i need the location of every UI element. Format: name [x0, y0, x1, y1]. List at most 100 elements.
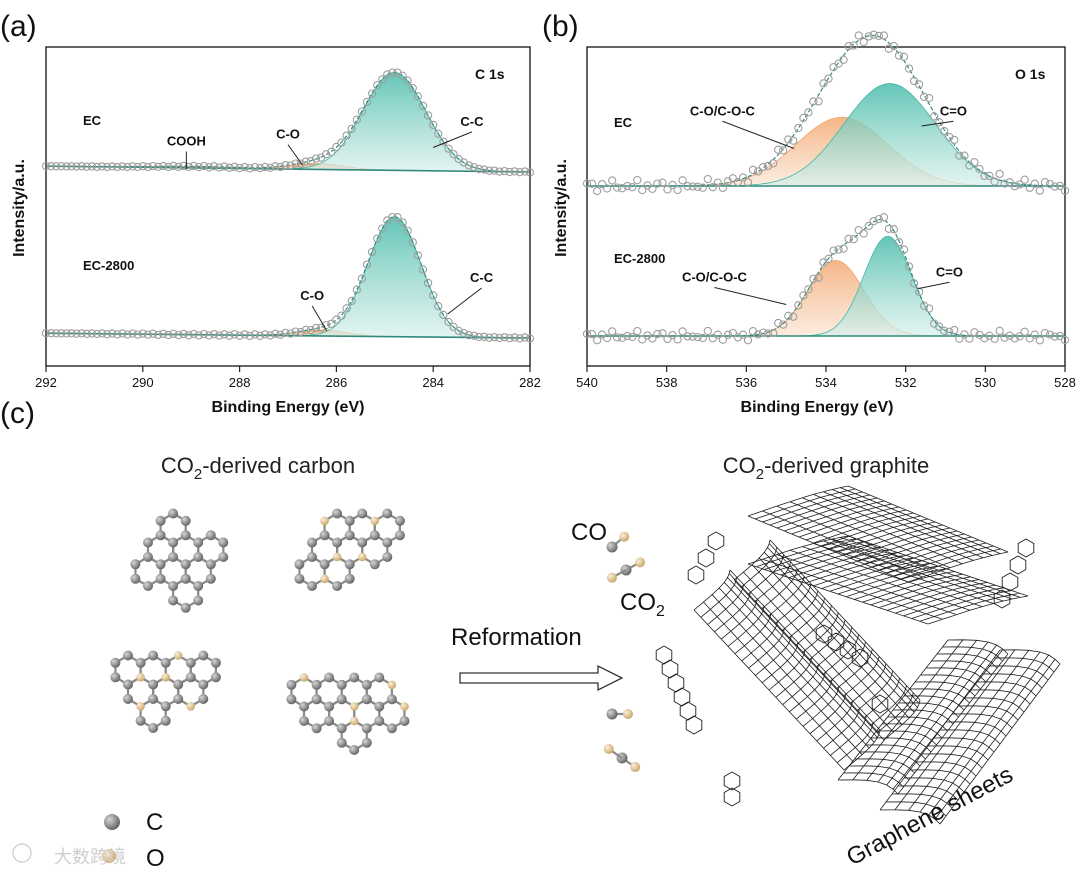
carbon-atom [311, 694, 322, 705]
data-point [311, 154, 321, 163]
data-point [245, 331, 254, 341]
data-point [809, 97, 818, 106]
data-point [799, 291, 808, 300]
data-point [235, 163, 244, 173]
x-tick-label: 540 [576, 375, 598, 390]
data-point [209, 330, 219, 339]
data-point [824, 74, 833, 83]
data-point [633, 175, 642, 185]
data-point [194, 331, 203, 340]
data-point [623, 181, 632, 191]
data-point [204, 163, 214, 172]
data-point [618, 333, 627, 342]
data-point [306, 157, 316, 166]
data-point [653, 179, 662, 188]
data-point [628, 332, 637, 342]
c1s-ylabel: Intensity/a.u. [11, 159, 28, 257]
data-point [189, 329, 198, 339]
data-point [240, 162, 249, 172]
carbon-atom [336, 737, 347, 748]
data-point [184, 162, 193, 172]
carbon-atom [336, 679, 347, 690]
data-point [844, 234, 853, 244]
data-point [889, 225, 899, 234]
data-point [924, 304, 934, 313]
data-point [276, 330, 285, 339]
data-point [628, 183, 637, 192]
data-point [230, 162, 239, 171]
data-point [703, 174, 712, 184]
oxygen-atom [370, 516, 380, 526]
data-point [500, 333, 509, 342]
hexagon-ring [661, 659, 679, 679]
annotation-c-c: C-C [460, 114, 484, 129]
data-point [673, 185, 682, 195]
data-point [449, 322, 458, 332]
oxygen-atom [320, 574, 329, 584]
data-point [809, 274, 818, 283]
carbon-atom [155, 530, 166, 541]
data-point [250, 162, 260, 172]
oxygen-atom [357, 552, 367, 562]
oxygen-atom [299, 673, 309, 682]
data-point [525, 168, 535, 177]
data-point [960, 151, 969, 160]
left-title-suffix: -derived carbon [202, 453, 355, 478]
carbon-atom [155, 515, 166, 526]
carbon-atom [193, 552, 204, 562]
carbon-atom [160, 701, 171, 712]
data-point [398, 71, 407, 80]
data-point [713, 330, 722, 339]
data-point [784, 135, 793, 144]
annotation-leader [917, 281, 950, 290]
x-tick-label: 528 [1054, 375, 1076, 390]
data-point [108, 162, 117, 171]
carbon-atom [143, 552, 153, 562]
data-point [884, 44, 894, 53]
o1s-series-label-ec2800: EC-2800 [614, 251, 665, 266]
data-point [418, 265, 428, 274]
data-point [1020, 327, 1029, 336]
data-point [479, 165, 489, 174]
carbon-atom [382, 537, 393, 548]
data-point [1000, 179, 1009, 188]
data-point [495, 167, 504, 176]
data-point [960, 330, 969, 339]
data-point [133, 330, 142, 339]
data-point [683, 182, 692, 191]
hexagon-ring [815, 624, 833, 644]
data-point [597, 330, 607, 339]
right-title-sub: 2 [756, 466, 764, 483]
x-tick-label: 536 [735, 375, 757, 390]
carbon-atom [205, 530, 216, 541]
carbon-atom [299, 701, 309, 712]
gas-oxygen-atom [630, 762, 641, 773]
annotation-c-o: C-O [276, 127, 300, 142]
gas-carbon-atom [606, 708, 618, 720]
carbon-atom [374, 716, 385, 726]
data-point [174, 162, 183, 172]
data-point [500, 166, 509, 176]
data-point [884, 224, 894, 233]
data-point [1045, 179, 1055, 189]
carbon-atom [294, 573, 305, 584]
data-point [474, 164, 484, 174]
data-point [945, 327, 954, 336]
data-point [995, 169, 1004, 179]
data-point [854, 31, 863, 40]
data-point [220, 330, 229, 339]
co2-label-sub: 2 [656, 603, 665, 620]
carbon-atom [324, 672, 335, 683]
data-point [260, 330, 270, 339]
carbon-atom [324, 701, 335, 712]
carbon-atom [399, 716, 410, 726]
graphene-sheet [693, 569, 881, 771]
data-point [874, 31, 883, 41]
data-point [469, 331, 479, 340]
data-point [733, 333, 743, 342]
carbon-atom [319, 530, 330, 541]
hexagon-ring [1001, 572, 1019, 592]
carbon-atom [110, 657, 121, 668]
data-point [774, 318, 783, 328]
annotation-leader [447, 287, 482, 315]
